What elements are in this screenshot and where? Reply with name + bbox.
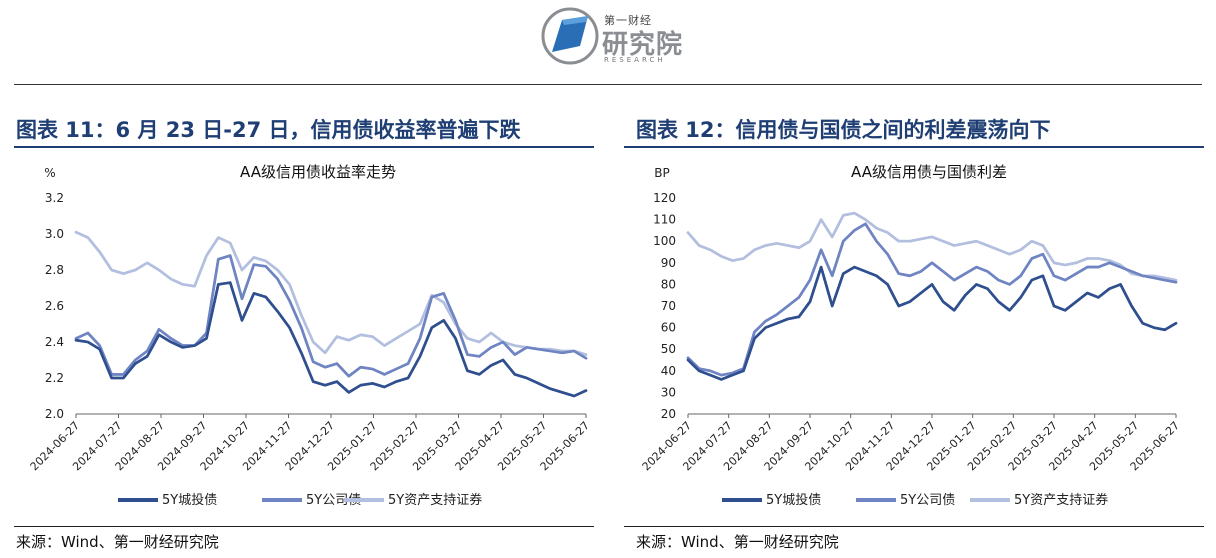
- figure-11-heading: 图表 11：6 月 23 日-27 日，信用债收益率普遍下跌: [16, 118, 521, 142]
- y-tick-label: 40: [661, 364, 676, 378]
- figure-11-heading-rule: [14, 146, 594, 148]
- y-tick-label: 110: [653, 213, 676, 227]
- header-divider: [14, 84, 1202, 85]
- legend-label: 5Y城投债: [766, 492, 821, 508]
- series-line-overlay-1: [74, 281, 588, 398]
- y-tick-label: 50: [661, 342, 676, 356]
- y-unit-label: %: [44, 166, 55, 180]
- series-line-overlay-3: [686, 211, 1178, 282]
- series-line-2: [74, 254, 588, 378]
- logo-sub-text: RESEARCH: [604, 56, 666, 64]
- figure-12-heading: 图表 12：信用债与国债之间的利差震荡向下: [636, 118, 1051, 142]
- legend-label: 5Y公司债: [306, 493, 361, 508]
- figure-12-source-rule: [624, 526, 1204, 527]
- series-line-3: [74, 230, 588, 356]
- y-tick-label: 3.2: [45, 191, 64, 205]
- legend-label: 5Y公司债: [900, 493, 955, 508]
- y-tick-label: 90: [661, 256, 676, 270]
- y-tick-label: 2.0: [45, 407, 64, 421]
- series-line-overlay-1: [686, 265, 1178, 381]
- y-tick-label: 30: [661, 385, 676, 399]
- y-tick-label: 20: [661, 407, 676, 421]
- figure-12-heading-rule: [624, 146, 1204, 148]
- chart-title: AA级信用债与国债利差: [851, 163, 1007, 181]
- figure-12-source: 来源：Wind、第一财经研究院: [636, 533, 839, 551]
- legend-label: 5Y资产支持证券: [1014, 492, 1108, 508]
- logo-big-text: 研究院: [602, 30, 684, 60]
- y-tick-label: 100: [653, 234, 676, 248]
- y-unit-label: BP: [654, 166, 669, 180]
- y-tick-label: 70: [661, 299, 676, 313]
- legend-label: 5Y城投债: [162, 492, 217, 508]
- chart-title: AA级信用债收益率走势: [240, 163, 396, 181]
- research-logo-icon: [541, 7, 599, 65]
- series-line-overlay-3: [74, 230, 588, 356]
- spread-chart: AA级信用债与国债利差BP203040506070809010011012020…: [640, 163, 1182, 508]
- logo: 第一财经 研究院 RESEARCH: [540, 6, 690, 68]
- series-line-overlay-2: [74, 254, 588, 378]
- y-tick-label: 120: [653, 191, 676, 205]
- y-tick-label: 80: [661, 277, 676, 291]
- figure-11-source: 来源：Wind、第一财经研究院: [16, 533, 219, 551]
- y-tick-label: 3.0: [45, 227, 64, 241]
- figure-11-source-rule: [14, 526, 594, 527]
- y-tick-label: 2.2: [45, 371, 64, 385]
- y-tick-label: 2.4: [45, 335, 64, 349]
- y-tick-label: 2.8: [45, 263, 64, 277]
- legend-label: 5Y资产支持证券: [388, 492, 482, 508]
- logo-small-text: 第一财经: [604, 14, 652, 27]
- yield-chart: AA级信用债收益率走势%2.02.22.42.62.83.03.22024-06…: [28, 163, 592, 508]
- y-tick-label: 60: [661, 321, 676, 335]
- series-line-overlay-2: [686, 222, 1178, 377]
- y-tick-label: 2.6: [45, 299, 64, 313]
